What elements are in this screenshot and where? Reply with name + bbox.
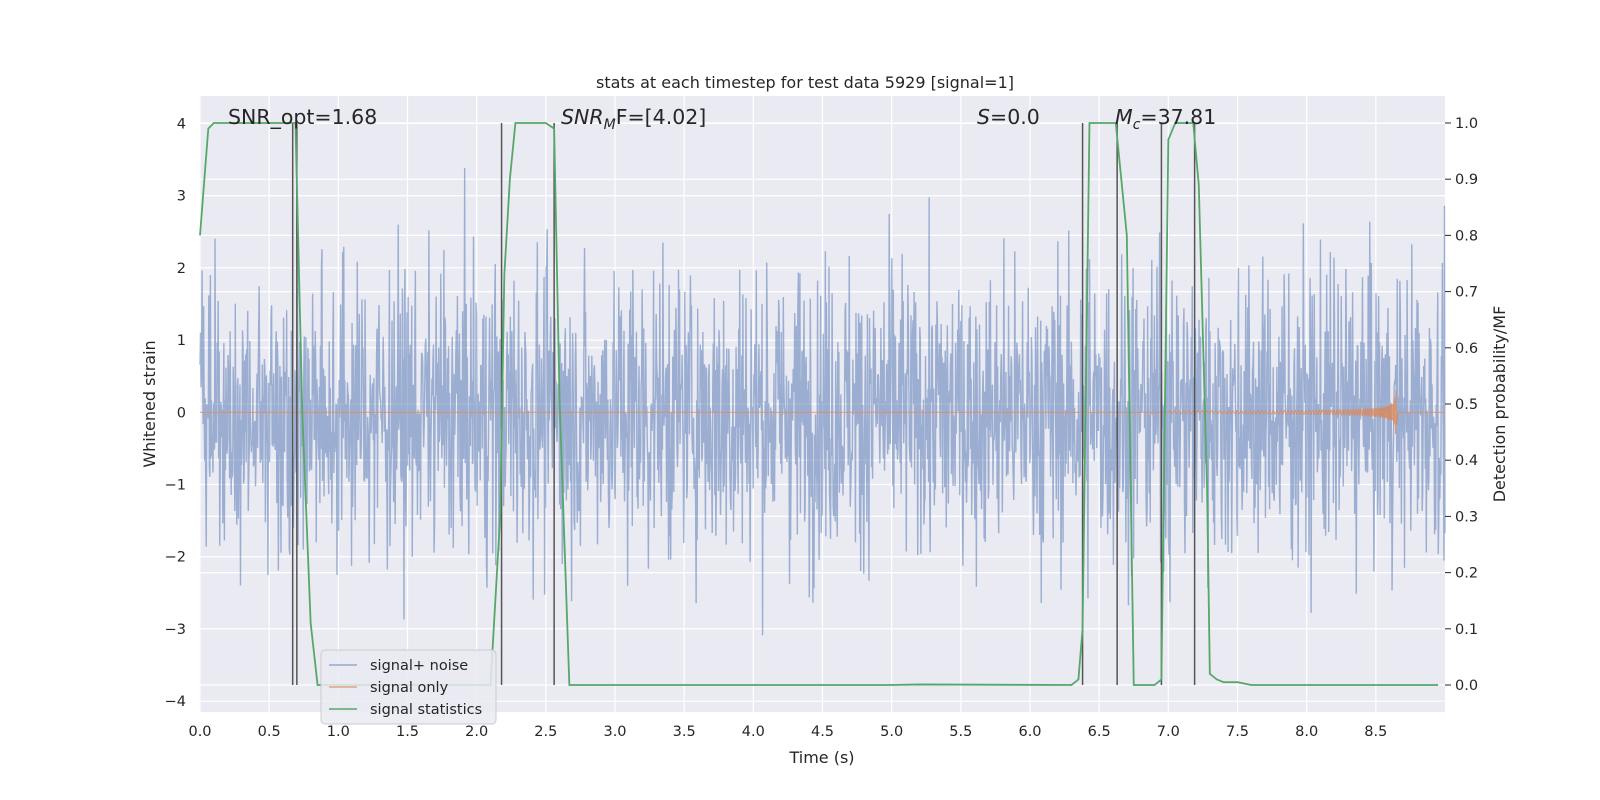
y-axis-right-label: Detection probability/MF bbox=[1490, 306, 1509, 503]
y-right-tick-label: 0.8 bbox=[1455, 228, 1478, 244]
chart-title: stats at each timestep for test data 592… bbox=[596, 73, 1014, 92]
x-axis-ticks: 0.0 0.5 1.0 1.5 2.0 2.5 3.0 3.5 4.0 4.5 5.0 5.5 6.0 6… bbox=[188, 724, 1387, 740]
y-tick-label: 0 bbox=[177, 405, 186, 421]
y-right-tick-label: 0.2 bbox=[1455, 566, 1478, 582]
x-tick-label: 1.0 bbox=[327, 724, 350, 740]
y-right-tick-label: 0.7 bbox=[1455, 285, 1478, 301]
x-tick-label: 2.5 bbox=[534, 724, 557, 740]
y-tick-label: −1 bbox=[165, 478, 186, 494]
x-tick-label: 2.0 bbox=[465, 724, 488, 740]
x-tick-label: 8.0 bbox=[1295, 724, 1318, 740]
annotation-mc: Mc=37.81 bbox=[1115, 105, 1216, 133]
y-tick-label: −3 bbox=[165, 622, 186, 638]
x-tick-label: 8.5 bbox=[1364, 724, 1387, 740]
y-right-tick-label: 0.1 bbox=[1455, 622, 1478, 638]
y-right-tick-label: 1.0 bbox=[1455, 116, 1478, 132]
legend-box bbox=[320, 649, 497, 725]
annotation-s-value: =0.0 bbox=[990, 105, 1040, 129]
y-tick-label: −2 bbox=[165, 550, 186, 566]
legend-label-signal-noise: signal+ noise bbox=[370, 658, 468, 674]
signal-only-line bbox=[200, 390, 1445, 434]
y-right-tick-label: 0.6 bbox=[1455, 341, 1478, 357]
x-tick-label: 4.0 bbox=[742, 724, 765, 740]
annotation-s-var: S bbox=[977, 105, 990, 129]
y-right-tick-label: 0.5 bbox=[1455, 397, 1478, 413]
y-tick-label: 3 bbox=[177, 189, 186, 205]
y-axis-right-ticks: 0.0 0.1 0.2 0.3 0.4 0.5 0.6 0.7 0.8 0.9 1.0 bbox=[1445, 116, 1478, 694]
legend: signal+ noise signal only signal statist… bbox=[320, 649, 497, 725]
annotation-mc-sub: c bbox=[1133, 117, 1141, 133]
x-axis-label: Time (s) bbox=[788, 748, 854, 767]
x-tick-label: 3.5 bbox=[673, 724, 696, 740]
signal-noise-series bbox=[199, 167, 1446, 636]
x-tick-label: 0.0 bbox=[188, 724, 211, 740]
legend-label-signal-only: signal only bbox=[370, 680, 449, 696]
y-axis-ticks: −4 −3 −2 −1 0 1 2 3 4 bbox=[165, 116, 186, 710]
annotation-snr-mf-prefix: SNR bbox=[561, 105, 604, 129]
signal-statistics-line bbox=[199, 122, 1439, 686]
annotation-snr-mf: SNRMF=[4.02] bbox=[561, 105, 706, 133]
x-tick-label: 6.5 bbox=[1088, 724, 1111, 740]
x-tick-label: 5.0 bbox=[880, 724, 903, 740]
y-tick-label: 2 bbox=[177, 261, 186, 277]
x-tick-label: 4.5 bbox=[811, 724, 834, 740]
annotation-mc-value: =37.81 bbox=[1140, 105, 1216, 129]
y-right-tick-label: 0.0 bbox=[1455, 678, 1478, 694]
x-tick-label: 3.0 bbox=[603, 724, 626, 740]
legend-label-signal-statistics: signal statistics bbox=[370, 702, 482, 718]
annotation-mc-var: M bbox=[1115, 105, 1133, 129]
annotation-snr-mf-sub: M bbox=[604, 117, 616, 133]
y-tick-label: −4 bbox=[165, 694, 186, 710]
x-tick-label: 5.5 bbox=[949, 724, 972, 740]
y-right-tick-label: 0.9 bbox=[1455, 172, 1478, 188]
signal-only-series bbox=[200, 390, 1445, 434]
x-tick-label: 7.0 bbox=[1157, 724, 1180, 740]
x-tick-label: 1.5 bbox=[396, 724, 419, 740]
x-tick-label: 6.0 bbox=[1018, 724, 1041, 740]
y-tick-label: 4 bbox=[177, 116, 186, 132]
x-tick-label: 7.5 bbox=[1226, 724, 1249, 740]
y-right-tick-label: 0.3 bbox=[1455, 509, 1478, 525]
annotation-snr-opt: SNR_opt=1.68 bbox=[228, 105, 377, 130]
annotation-s: S=0.0 bbox=[977, 105, 1040, 129]
y-axis-label: Whitened strain bbox=[140, 340, 159, 467]
annotation-snr-mf-suffix: F=[4.02] bbox=[616, 105, 707, 129]
y-tick-label: 1 bbox=[177, 333, 186, 349]
signal-noise-line bbox=[199, 167, 1446, 636]
signal-statistics-series bbox=[199, 122, 1439, 686]
y-right-tick-label: 0.4 bbox=[1455, 453, 1478, 469]
x-tick-label: 0.5 bbox=[258, 724, 281, 740]
